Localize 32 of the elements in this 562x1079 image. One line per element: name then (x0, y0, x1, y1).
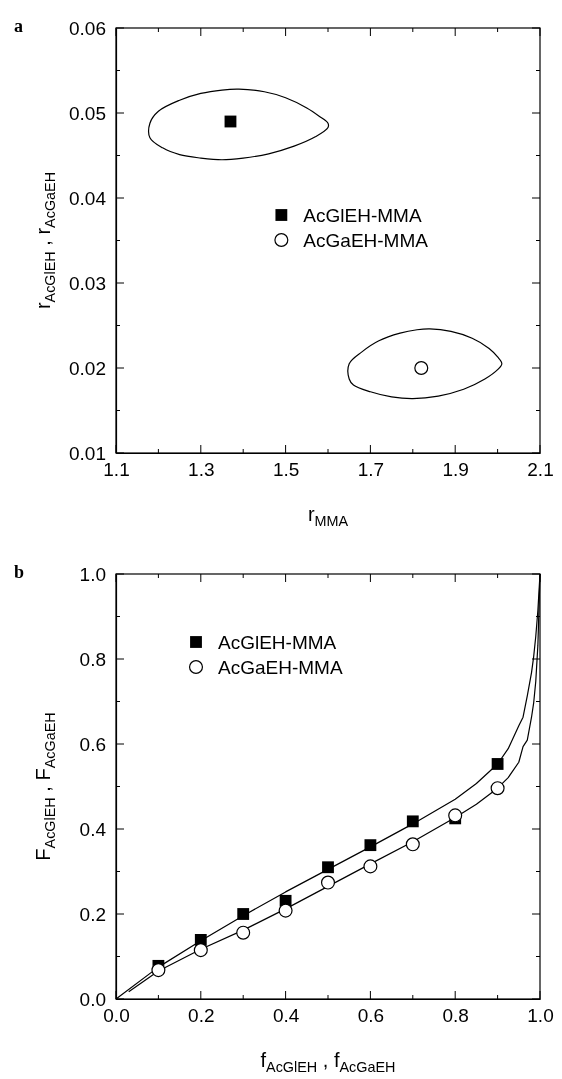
x-tick-label: 0.4 (272, 1005, 300, 1027)
x-tick-label: 1.9 (442, 459, 469, 481)
y-tick-label: 0.02 (69, 357, 106, 379)
y-tick-label: 0.8 (79, 648, 106, 670)
y-tick-label: 0.04 (69, 187, 107, 209)
legend-label: AcGaEH-MMA (218, 657, 343, 678)
y-tick-label: 0.4 (79, 818, 107, 840)
x-tick-label: 0.8 (442, 1005, 469, 1027)
chart-title: b (14, 562, 25, 582)
x-tick-label: 1.7 (357, 459, 385, 481)
legend-label: AcGaEH-MMA (303, 230, 429, 251)
y-tick-label: 0.06 (69, 17, 106, 39)
x-tick-label: 1.3 (188, 459, 215, 481)
y-tick-label: 0.01 (69, 442, 106, 464)
y-tick-label: 0.0 (79, 988, 106, 1010)
y-tick-label: 0.03 (69, 272, 106, 294)
x-axis-title: f$_{AcGlEH}$ , f$_{AcGaEH}$ (260, 1049, 396, 1075)
x-tick-label: 0.6 (357, 1005, 385, 1027)
y-tick-label: 1.0 (79, 563, 106, 585)
x-tick-label: 1.5 (272, 459, 300, 481)
x-tick-label: 0.2 (188, 1005, 215, 1027)
legend-label: AcGlEH-MMA (218, 632, 337, 653)
x-axis-title: r$_{MMA}$ (307, 503, 349, 529)
x-tick-label: 0.0 (103, 1005, 130, 1027)
legend-label: AcGlEH-MMA (303, 205, 422, 226)
x-tick-label: 2.1 (527, 459, 554, 481)
y-tick-label: 0.6 (79, 733, 106, 755)
y-tick-label: 0.05 (69, 102, 106, 124)
chart-title: a (14, 16, 23, 36)
x-tick-label: 1.0 (527, 1005, 554, 1027)
x-tick-label: 1.1 (103, 459, 130, 481)
y-tick-label: 0.2 (79, 903, 106, 925)
